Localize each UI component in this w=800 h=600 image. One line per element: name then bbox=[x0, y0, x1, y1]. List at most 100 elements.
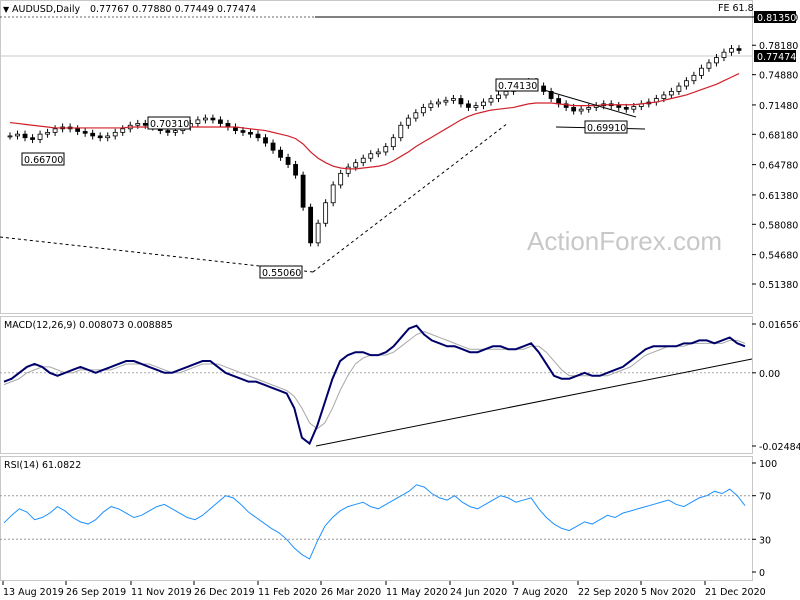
candle bbox=[82, 131, 88, 134]
candle bbox=[496, 94, 501, 99]
candle bbox=[240, 130, 246, 133]
price-tick-label: 0.68180 bbox=[759, 130, 798, 141]
price-tick-label: 0.78180 bbox=[759, 41, 798, 52]
candle bbox=[586, 107, 592, 110]
price-annotation-box bbox=[147, 116, 191, 130]
long-dashed-trendline bbox=[0, 236, 314, 273]
rsi-tick-label: 0 bbox=[759, 568, 765, 579]
candle bbox=[218, 119, 223, 124]
candle bbox=[706, 62, 712, 69]
candle bbox=[142, 123, 148, 126]
candle bbox=[105, 135, 111, 139]
candle bbox=[661, 94, 667, 99]
macd-line bbox=[3, 324, 746, 446]
candle bbox=[15, 133, 20, 137]
price-annotation-box bbox=[495, 78, 539, 92]
time-tick-label: 5 Nov 2020 bbox=[641, 587, 696, 598]
candle bbox=[488, 98, 494, 103]
candle bbox=[736, 48, 742, 51]
candle bbox=[75, 128, 81, 132]
price-tick-label: 0.71480 bbox=[759, 101, 798, 112]
rsi-tick-label: 100 bbox=[759, 459, 777, 470]
candle bbox=[443, 99, 449, 103]
candle bbox=[383, 146, 389, 153]
macd-header: MACD(12,26,9) 0.008073 0.008885 bbox=[4, 320, 173, 331]
rsi-tick-label: 70 bbox=[759, 492, 771, 503]
macd-panel bbox=[0, 316, 753, 454]
candle bbox=[345, 166, 351, 174]
candle bbox=[473, 105, 479, 108]
candle bbox=[308, 206, 314, 244]
price-tick-label: 0.74880 bbox=[759, 71, 798, 82]
candle bbox=[405, 117, 411, 126]
time-tick-label: 26 Mar 2020 bbox=[321, 587, 381, 598]
candle bbox=[210, 117, 216, 121]
price-tick-label: 0.51380 bbox=[759, 280, 798, 291]
candle bbox=[255, 133, 261, 139]
watermark: ActionForex.com bbox=[527, 226, 722, 256]
rising-dashed-trendline bbox=[312, 122, 509, 273]
price-tick-label: 0.64780 bbox=[759, 161, 798, 172]
candle bbox=[578, 108, 584, 112]
fib-price-text: 0.81350 bbox=[757, 13, 796, 24]
time-tick-label: 7 Aug 2020 bbox=[513, 587, 568, 598]
candle bbox=[729, 48, 734, 53]
candle bbox=[668, 90, 674, 96]
price-annotations: 0.66700 0.70310 0.55060 0.74130 0.69910 bbox=[21, 78, 628, 279]
candle bbox=[37, 133, 43, 140]
time-tick-label: 11 May 2020 bbox=[386, 587, 448, 598]
candle bbox=[353, 162, 359, 168]
candle bbox=[330, 184, 336, 204]
candle bbox=[691, 74, 697, 82]
candle bbox=[135, 123, 141, 126]
moving-average bbox=[9, 73, 740, 170]
time-tick-label: 24 Jun 2020 bbox=[450, 587, 507, 598]
time-tick-label: 22 Sep 2020 bbox=[578, 587, 638, 598]
candle bbox=[323, 202, 329, 224]
candle bbox=[112, 131, 118, 137]
candle bbox=[683, 80, 689, 87]
candle bbox=[248, 131, 253, 135]
price-annotation: 0.66700 bbox=[24, 155, 63, 166]
candle bbox=[398, 124, 404, 139]
fib-label: FE 61.8 bbox=[718, 3, 754, 14]
candle bbox=[300, 174, 306, 208]
candle bbox=[278, 149, 283, 158]
candle bbox=[390, 137, 396, 148]
rsi-line bbox=[3, 484, 746, 560]
price-tick-label: 0.54680 bbox=[759, 251, 798, 262]
candle bbox=[616, 105, 622, 108]
macd-tick-label: 0.016567 bbox=[759, 320, 800, 331]
collapse-triangle-icon[interactable]: ▼ bbox=[3, 5, 10, 14]
candle bbox=[420, 107, 426, 114]
candle bbox=[30, 137, 35, 140]
macd-lines bbox=[3, 324, 753, 447]
current-price-text: 0.77474 bbox=[757, 52, 796, 63]
candle bbox=[52, 128, 58, 133]
candle bbox=[263, 137, 268, 144]
candle bbox=[165, 130, 171, 133]
candle bbox=[571, 107, 577, 112]
candle bbox=[195, 119, 201, 124]
wedge-upper-line bbox=[543, 89, 637, 118]
candle bbox=[631, 106, 637, 110]
candle bbox=[293, 164, 298, 176]
candle bbox=[721, 51, 727, 58]
candle bbox=[541, 85, 546, 92]
current-price-tag bbox=[754, 50, 796, 62]
symbol-label: AUDUSD,Daily bbox=[12, 4, 81, 15]
price-annotation-box bbox=[21, 152, 65, 166]
candle bbox=[120, 128, 126, 133]
ohlc-readout: 0.77767 0.77880 0.77449 0.77474 bbox=[90, 4, 256, 15]
candle bbox=[203, 117, 208, 121]
candle bbox=[556, 98, 562, 105]
price-annotation: 0.55060 bbox=[262, 268, 301, 279]
time-tick-label: 11 Nov 2019 bbox=[131, 587, 192, 598]
macd-tick-label: 0.00 bbox=[759, 369, 780, 380]
candle bbox=[676, 85, 682, 92]
candle bbox=[338, 172, 344, 186]
candle bbox=[451, 98, 456, 101]
time-tick-label: 26 Dec 2019 bbox=[194, 587, 255, 598]
rsi-tick-label: 30 bbox=[759, 535, 771, 546]
